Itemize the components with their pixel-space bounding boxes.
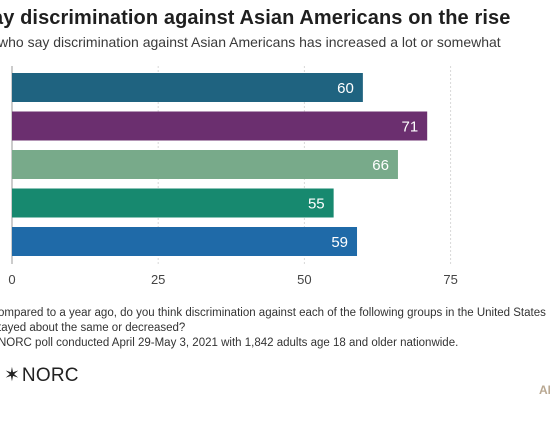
x-tick-label: 50 <box>297 272 311 287</box>
norc-logo-text: NORC <box>21 365 79 386</box>
question-note-line-1: ompared to a year ago, do you think disc… <box>0 307 546 319</box>
chart-subtitle: who say discrimination against Asian Ame… <box>0 34 501 50</box>
bar <box>12 111 428 141</box>
x-tick-label: 0 <box>8 272 15 287</box>
bar <box>12 227 358 256</box>
norc-logo: ✶ NORC <box>4 366 79 386</box>
question-note-line-2: tayed about the same or decreased? <box>0 322 186 334</box>
bar <box>12 188 334 218</box>
x-tick-label: 25 <box>151 272 165 287</box>
source-note: NORC poll conducted April 29-May 3, 2021… <box>0 337 459 349</box>
chart-title: ay discrimination against Asian American… <box>0 7 511 29</box>
x-tick-label: 75 <box>443 272 457 287</box>
bar <box>12 73 363 102</box>
ap-logo-fragment: AI <box>539 383 550 397</box>
bar-value-label: 66 <box>372 157 389 174</box>
bar-value-label: 59 <box>331 234 348 251</box>
bar-value-label: 60 <box>337 80 354 97</box>
bar-value-label: 55 <box>308 196 325 213</box>
norc-star-icon: ✶ <box>4 365 20 386</box>
bar <box>12 150 398 179</box>
bar-value-label: 71 <box>402 119 419 136</box>
